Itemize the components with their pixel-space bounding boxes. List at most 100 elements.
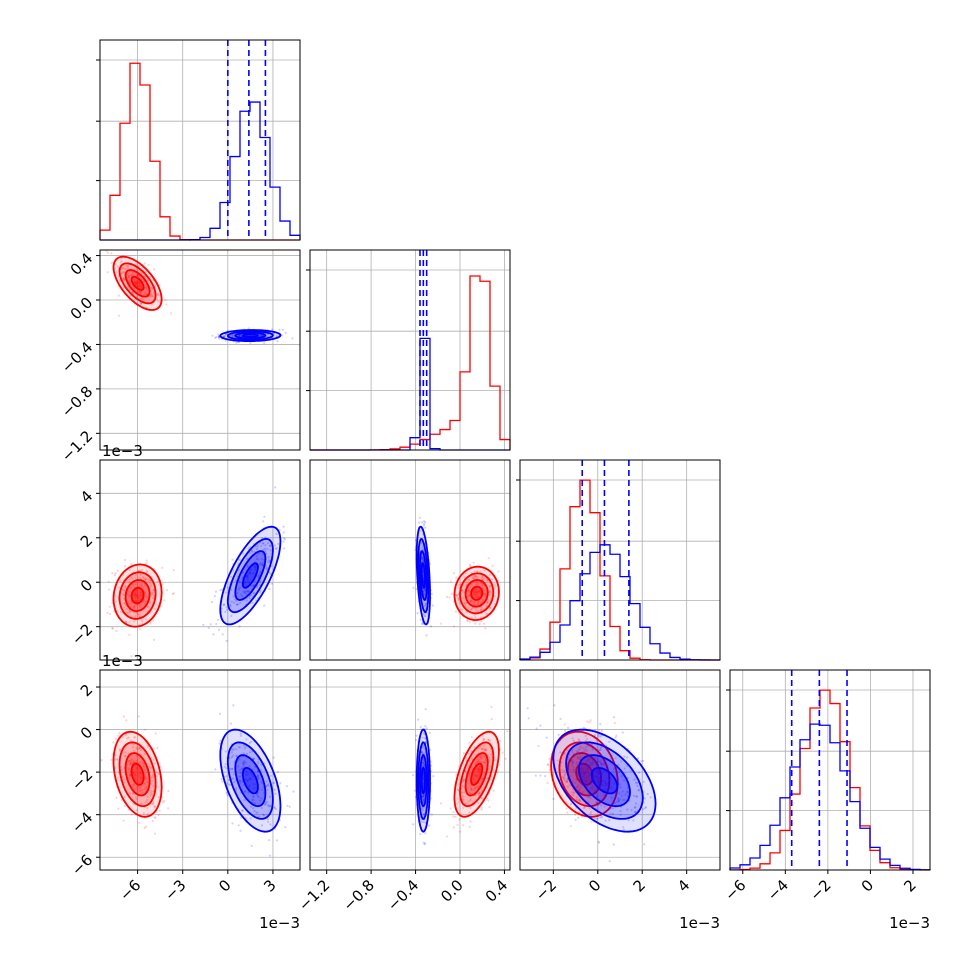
scatter-point <box>111 572 114 575</box>
scatter-point <box>147 263 150 266</box>
scatter-point <box>230 334 233 337</box>
scatter-point <box>143 293 146 296</box>
scatter-point <box>262 542 265 545</box>
scatter-point <box>238 588 241 591</box>
joint-panel-3-0 <box>99 669 301 871</box>
scatter-point <box>132 605 135 608</box>
y-tick-label: 0 <box>77 576 96 595</box>
scatter-point <box>255 557 258 561</box>
scatter-point <box>245 575 248 579</box>
scatter-point <box>274 792 277 795</box>
density-fill-series-a <box>131 763 144 785</box>
scatter-point <box>242 590 245 593</box>
scatter-point <box>144 782 147 786</box>
scatter-point <box>487 557 490 560</box>
scatter-point <box>608 775 611 778</box>
scatter-point <box>462 779 465 782</box>
scatter-point <box>151 802 154 805</box>
contour-series-b <box>417 741 430 820</box>
scatter-point <box>135 274 138 277</box>
scatter-point <box>125 268 128 271</box>
contour-series-b <box>242 562 259 589</box>
scatter-point <box>589 787 593 790</box>
scatter-point <box>129 761 132 765</box>
scatter-point <box>422 779 425 782</box>
scatter-point <box>589 812 592 816</box>
scatter-point <box>219 589 222 592</box>
scatter-point <box>131 792 134 795</box>
scatter-point <box>274 486 277 489</box>
y-tick-label: 0.0 <box>67 294 97 324</box>
scatter-point <box>122 593 125 596</box>
scatter-point <box>526 707 529 710</box>
scatter-point <box>475 785 478 788</box>
scatter-point <box>574 818 577 821</box>
scatter-point <box>587 792 590 795</box>
scatter-point <box>147 296 150 299</box>
scatter-point <box>633 778 636 781</box>
scatter-point <box>128 621 131 624</box>
scatter-point <box>144 584 147 587</box>
scatter-point <box>231 822 234 825</box>
scatter-point <box>571 737 574 740</box>
scatter-point <box>116 265 119 268</box>
density-fill-series-b <box>220 526 281 625</box>
scatter-point <box>586 767 590 771</box>
scatter-point <box>469 799 472 802</box>
scatter-point <box>149 766 153 769</box>
scatter-point <box>151 775 154 778</box>
scatter-point <box>240 734 243 737</box>
scatter-point <box>156 772 159 775</box>
scatter-point <box>580 792 583 795</box>
contour-series-a <box>566 752 603 797</box>
scatter-point <box>130 758 133 761</box>
scatter-point <box>238 558 241 562</box>
scatter-point <box>483 577 486 580</box>
scatter-point <box>250 772 253 775</box>
scatter-point <box>593 778 596 782</box>
scatter-point <box>571 758 574 761</box>
scatter-point <box>139 302 142 305</box>
scatter-point <box>595 740 599 743</box>
scatter-point <box>467 589 470 592</box>
scatter-point <box>607 782 610 785</box>
scatter-point <box>142 765 145 768</box>
density-fill-series-b <box>235 551 266 600</box>
scatter-point <box>145 787 148 791</box>
scatter-point <box>135 786 139 789</box>
scatter-point <box>281 328 284 331</box>
scatter-point <box>242 752 245 755</box>
scatter-point <box>474 616 477 619</box>
scatter-point <box>250 549 253 552</box>
scatter-point <box>259 563 262 566</box>
scatter-point <box>145 785 148 788</box>
scatter-point <box>275 532 278 536</box>
scatter-point <box>431 604 434 607</box>
x-tick-label: −0.4 <box>384 876 422 914</box>
scatter-point <box>537 744 540 748</box>
scatter-point <box>137 569 140 572</box>
scatter-point <box>603 784 607 787</box>
joint-panel-1-0 <box>99 249 301 451</box>
scatter-point <box>597 840 600 843</box>
scatter-point <box>272 756 275 759</box>
panel-content <box>526 704 657 863</box>
scatter-point <box>585 767 588 770</box>
scatter-point <box>563 723 567 726</box>
scatter-point <box>123 796 126 799</box>
scatter-point <box>149 275 152 278</box>
scatter-point <box>475 761 478 764</box>
scatter-point <box>246 576 250 580</box>
scatter-point <box>486 601 489 605</box>
scatter-point <box>578 789 581 792</box>
scatter-point <box>162 801 165 804</box>
scatter-point <box>121 735 124 739</box>
contour-series-a <box>575 762 594 786</box>
histogram-panel-1 <box>306 249 511 451</box>
scatter-point <box>421 547 424 551</box>
scatter-point <box>252 807 255 810</box>
scatter-point <box>482 622 486 625</box>
scatter-point <box>153 268 156 271</box>
scatter-point <box>470 736 473 739</box>
scatter-point <box>257 815 261 818</box>
